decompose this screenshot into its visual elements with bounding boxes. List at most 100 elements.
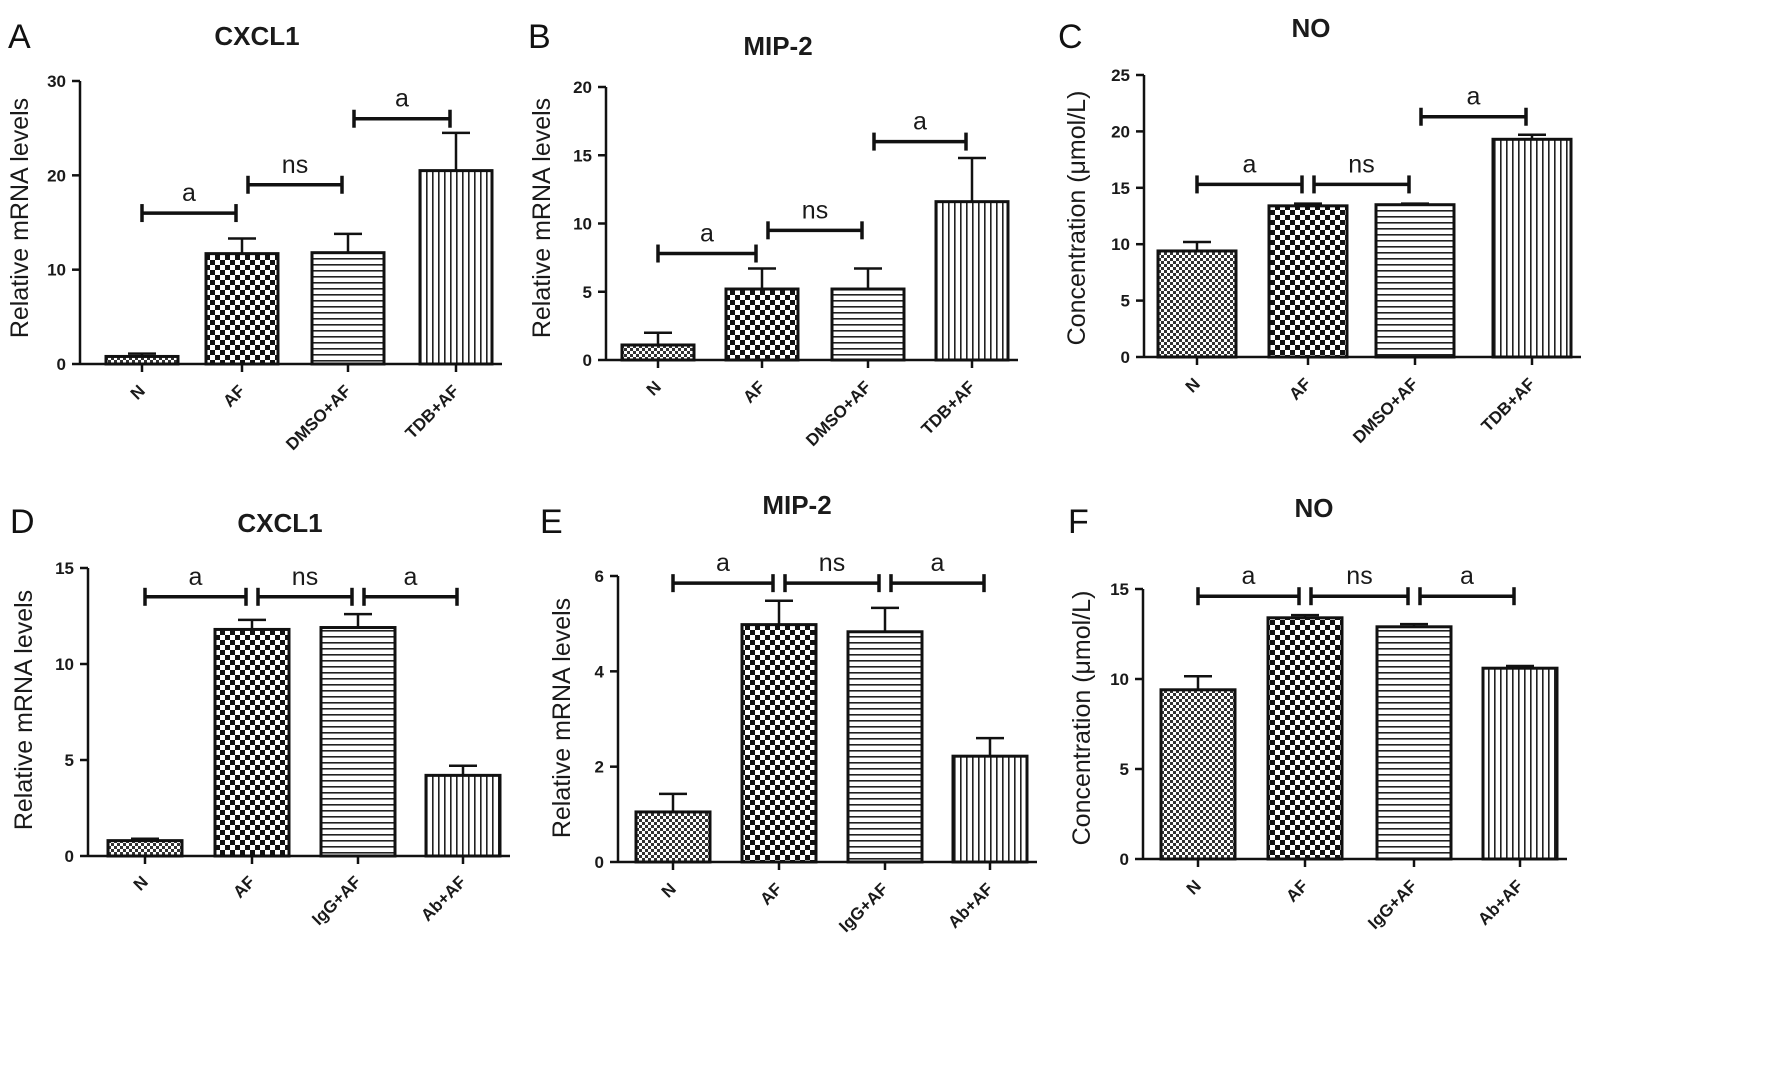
x-tick-label: N (1183, 876, 1205, 898)
x-tick-label: AF (1285, 374, 1314, 403)
bar (1159, 688, 1237, 861)
bar (1156, 249, 1238, 359)
x-tick-label: TDB+AF (402, 381, 463, 442)
plot-area: 0 10 20 30 N AF DMSO+AF TDB+AF a ns a (47, 72, 502, 454)
y-tick-label: 5 (1121, 292, 1130, 311)
bar (830, 287, 906, 362)
x-tick-label: AF (739, 377, 768, 406)
bar (418, 169, 494, 366)
y-axis-label: Relative mRNA levels (528, 98, 556, 338)
y-tick-label: 10 (1110, 670, 1129, 689)
y-axis-label: Relative mRNA levels (10, 590, 38, 830)
y-tick-label: 0 (57, 355, 66, 374)
x-tick-label: N (130, 872, 152, 894)
chart-title: MIP-2 (762, 490, 831, 520)
x-tick-label: N (1182, 374, 1204, 396)
bar (740, 623, 818, 864)
y-tick-label: 20 (573, 78, 592, 97)
bar (724, 287, 800, 362)
x-tick-label: N (127, 381, 149, 403)
x-tick-label: AF (219, 381, 248, 410)
bar (1375, 625, 1453, 861)
x-tick-label: N (643, 377, 665, 399)
panel-a: A CXCL1 Relative mRNA levels 0 10 20 30 N AF D… (6, 18, 502, 454)
y-tick-label: 0 (1120, 850, 1129, 869)
plot-area: 0 5 10 15 20 N AF DMSO+AF TDB+AF a ns a (573, 78, 1018, 450)
x-tick-label: DMSO+AF (802, 377, 875, 450)
y-axis-label: Concentration (μmol/L) (1063, 91, 1091, 346)
bar (213, 627, 291, 858)
y-tick-label: 20 (47, 166, 66, 185)
x-tick-label: Ab+AF (944, 879, 997, 932)
bar (1481, 666, 1559, 861)
chart-title: NO (1295, 493, 1334, 523)
bar (310, 251, 386, 366)
significance-label: a (1467, 83, 1481, 111)
y-tick-label: 15 (1110, 580, 1129, 599)
panel-b: B MIP-2 Relative mRNA levels 0 5 10 15 20 N AF… (528, 18, 1018, 450)
bar (204, 252, 280, 366)
significance-label: a (1242, 562, 1256, 590)
panel-f: F NO Concentration (μmol/L) 0 5 10 15 N AF IgG… (1068, 493, 1567, 933)
panel-letter: E (540, 503, 563, 541)
chart-title: CXCL1 (214, 21, 299, 51)
bar (620, 343, 696, 362)
significance-label: a (189, 563, 203, 591)
plot-area: 0 5 10 15 N AF IgG+AF Ab+AF a ns a (55, 559, 510, 929)
plot-area: 0 5 10 15 N AF IgG+AF Ab+AF a ns a (1110, 562, 1567, 933)
y-tick-label: 10 (573, 215, 592, 234)
significance-label: a (395, 85, 409, 113)
y-tick-label: 10 (47, 261, 66, 280)
plot-area: 0 5 10 15 20 25 N AF DMSO+AF TDB+AF a ns a (1111, 66, 1581, 447)
significance-label: a (182, 179, 196, 207)
plot-area: 0 2 4 6 N AF IgG+AF Ab+AF a ns a (595, 549, 1037, 936)
bar (846, 630, 924, 864)
panel-letter: F (1068, 503, 1089, 541)
bar (104, 354, 180, 366)
significance-label: a (1460, 562, 1474, 590)
x-tick-label: AF (229, 872, 258, 901)
significance-label: a (700, 220, 714, 248)
y-tick-label: 30 (47, 72, 66, 91)
significance-label: ns (819, 549, 845, 577)
significance-label: ns (282, 151, 308, 179)
significance-label: a (716, 549, 730, 577)
y-tick-label: 15 (55, 559, 74, 578)
x-tick-label: N (658, 879, 680, 901)
x-tick-label: Ab+AF (1474, 876, 1527, 929)
bar (1266, 616, 1344, 861)
y-tick-label: 5 (1120, 760, 1129, 779)
chart-title: NO (1292, 13, 1331, 43)
bar (106, 839, 184, 858)
x-tick-label: TDB+AF (1478, 374, 1539, 435)
panel-letter: A (8, 18, 31, 56)
x-tick-label: AF (1282, 876, 1311, 905)
panel-e: E MIP-2 Relative mRNA levels 0 2 4 6 N AF IgG+… (540, 490, 1037, 936)
bar (951, 754, 1029, 864)
bar (634, 810, 712, 864)
x-tick-label: IgG+AF (835, 879, 892, 936)
y-tick-label: 5 (65, 751, 74, 770)
y-tick-label: 0 (583, 351, 592, 370)
bar (934, 200, 1010, 362)
y-tick-label: 4 (595, 662, 605, 681)
y-tick-label: 20 (1111, 122, 1130, 141)
y-tick-label: 0 (595, 853, 604, 872)
x-tick-label: Ab+AF (417, 872, 470, 925)
significance-label: ns (292, 563, 318, 591)
y-tick-label: 10 (55, 655, 74, 674)
y-tick-label: 10 (1111, 235, 1130, 254)
panel-c: C NO Concentration (μmol/L) 0 5 10 15 20 25 N A… (1058, 13, 1581, 447)
significance-label: ns (802, 196, 828, 224)
x-tick-label: AF (756, 879, 785, 908)
x-tick-label: TDB+AF (918, 377, 979, 438)
x-tick-label: IgG+AF (308, 872, 365, 929)
panel-letter: B (528, 18, 551, 56)
chart-title: CXCL1 (237, 508, 322, 538)
panel-letter: C (1058, 18, 1083, 56)
significance-label: ns (1348, 150, 1374, 178)
y-tick-label: 0 (1121, 348, 1130, 367)
y-tick-label: 15 (573, 146, 592, 165)
bar (1267, 204, 1349, 359)
